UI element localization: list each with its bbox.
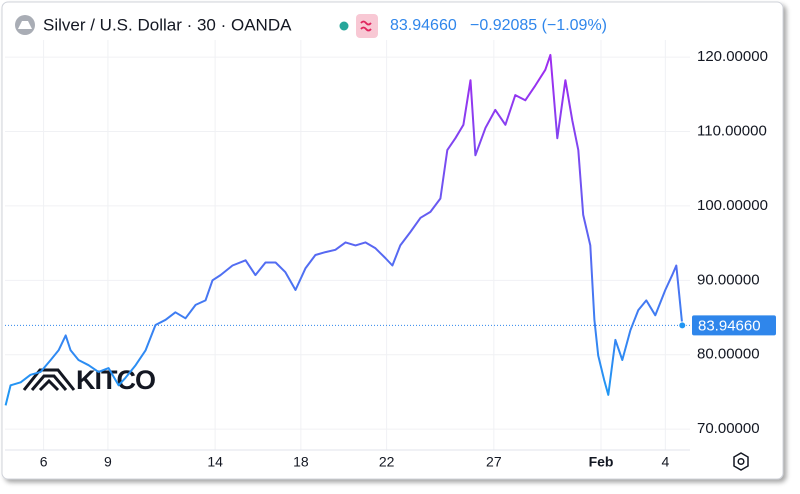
y-tick-label: 120.00000 (697, 48, 768, 65)
symbol-icon (15, 15, 35, 35)
header-price: 83.94660 (390, 17, 457, 34)
status-dot (339, 21, 349, 31)
gear-icon[interactable] (733, 452, 749, 471)
x-tick-label: 22 (379, 454, 395, 470)
y-tick-label: 90.00000 (697, 271, 760, 288)
y-tick-label: 100.00000 (697, 197, 768, 214)
price-line (4, 53, 684, 406)
last-point (678, 321, 687, 330)
x-tick-label: 14 (207, 454, 223, 470)
x-tick-label: 6 (40, 454, 48, 470)
y-tick-label: 110.00000 (697, 122, 767, 139)
header-change: −0.92085 (−1.09%) (470, 17, 607, 34)
status-badge (356, 14, 378, 38)
price-tag (692, 315, 776, 336)
x-tick-label: 9 (104, 454, 112, 470)
watermark-icon (22, 368, 76, 392)
price-tag-label: 83.94660 (698, 317, 761, 334)
x-tick-label: 18 (293, 454, 309, 470)
y-tick-label: 70.00000 (697, 420, 760, 437)
card (1, 1, 784, 480)
y-tick-label: 80.00000 (697, 346, 760, 363)
x-tick-label: 4 (661, 454, 669, 470)
x-tick-label: 27 (486, 454, 502, 470)
chart-title: Silver / U.S. Dollar · 30 · OANDA (43, 15, 292, 34)
x-tick-label: Feb (589, 454, 614, 470)
